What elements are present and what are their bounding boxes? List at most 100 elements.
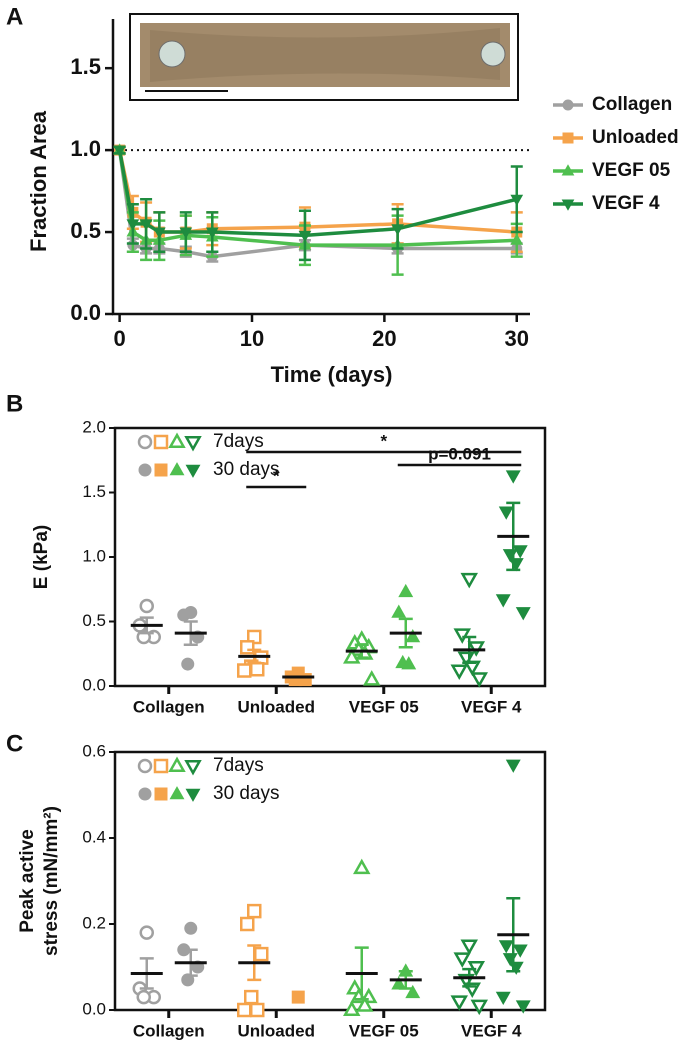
marker — [562, 99, 574, 111]
series-line — [117, 149, 517, 259]
marker — [343, 1000, 361, 1017]
y-tick-label: 0.5 — [82, 611, 106, 630]
marker — [561, 199, 575, 211]
marker — [240, 640, 255, 655]
legend-label: Collagen — [592, 94, 672, 115]
legend-label: 7days — [213, 431, 264, 452]
marker — [470, 999, 488, 1016]
marker — [240, 916, 255, 932]
y-axis-label: stress (mN/mm²) — [41, 806, 62, 956]
significance-label: p=0.091 — [428, 444, 491, 463]
legend-label: VEGF 4 — [592, 193, 660, 214]
marker — [184, 435, 202, 452]
panel-label: B — [6, 390, 23, 417]
marker — [244, 989, 259, 1005]
marker — [391, 604, 407, 618]
marker — [137, 758, 153, 774]
marker — [113, 145, 126, 157]
legend-label: VEGF 05 — [592, 160, 671, 181]
marker — [237, 1002, 252, 1018]
legend-label: 7days — [213, 755, 264, 776]
marker — [505, 759, 521, 773]
marker — [498, 506, 514, 520]
marker — [495, 991, 511, 1006]
marker — [453, 952, 471, 968]
marker — [460, 939, 478, 955]
marker — [401, 656, 417, 670]
marker — [515, 607, 531, 621]
marker — [181, 973, 195, 987]
post — [158, 40, 186, 68]
tissue-strip — [150, 28, 500, 82]
marker — [505, 470, 521, 484]
y-tick-label: 0.0 — [70, 300, 101, 325]
plot-frame — [113, 750, 547, 1012]
y-tick-label: 0.2 — [82, 913, 106, 932]
x-tick-label: VEGF 05 — [349, 697, 419, 716]
marker — [405, 984, 421, 999]
x-tick-label: Collagen — [133, 1021, 205, 1040]
marker — [153, 434, 169, 450]
marker — [153, 758, 169, 774]
x-tick-label: Collagen — [133, 697, 205, 716]
y-tick-label: 0.0 — [82, 999, 106, 1018]
marker — [510, 194, 524, 207]
marker — [512, 545, 528, 559]
marker — [168, 756, 186, 773]
marker — [561, 164, 575, 176]
marker — [450, 664, 468, 680]
marker — [185, 788, 201, 802]
marker — [467, 641, 485, 657]
post — [480, 41, 506, 67]
series-line — [117, 149, 518, 238]
x-tick-label: 10 — [240, 326, 264, 351]
panel-label: A — [6, 3, 23, 30]
marker — [356, 996, 374, 1012]
y-tick-label: 1.5 — [82, 482, 106, 501]
marker — [177, 608, 191, 622]
marker — [184, 921, 198, 935]
marker — [254, 946, 269, 962]
y-tick-label: 1.5 — [70, 54, 101, 79]
legend-label: 30 days — [213, 459, 280, 480]
tissue-inset — [129, 13, 519, 101]
y-tick-label: 0.0 — [82, 675, 106, 694]
marker — [137, 434, 153, 450]
x-tick-label: Unloaded — [238, 697, 315, 716]
marker — [405, 629, 421, 643]
marker — [139, 925, 154, 940]
marker — [250, 661, 265, 677]
y-tick-label: 1.0 — [70, 136, 101, 161]
marker — [126, 219, 140, 231]
x-axis-label: Time (days) — [271, 362, 393, 387]
y-tick-label: 0.4 — [82, 827, 106, 846]
x-tick-label: VEGF 4 — [461, 697, 522, 716]
marker — [510, 233, 524, 245]
x-tick-label: VEGF 4 — [461, 1021, 522, 1040]
marker — [562, 132, 574, 144]
marker — [205, 227, 219, 239]
marker — [470, 672, 488, 688]
marker — [398, 583, 414, 598]
y-axis-label: Fraction Area — [26, 110, 51, 252]
marker — [250, 1002, 265, 1018]
marker — [139, 219, 153, 231]
marker — [495, 594, 511, 608]
marker — [184, 759, 202, 776]
marker — [237, 663, 252, 678]
marker — [298, 230, 312, 243]
marker — [498, 940, 514, 954]
y-tick-label: 0.5 — [70, 218, 101, 243]
marker — [138, 463, 152, 477]
marker — [508, 558, 524, 572]
legend-label: 30 days — [213, 783, 280, 804]
marker — [169, 786, 185, 800]
marker — [247, 903, 262, 919]
marker — [168, 432, 186, 449]
marker — [363, 670, 381, 686]
x-tick-label: 20 — [372, 326, 396, 351]
marker — [515, 1000, 531, 1014]
marker — [512, 944, 528, 958]
marker — [139, 598, 154, 614]
